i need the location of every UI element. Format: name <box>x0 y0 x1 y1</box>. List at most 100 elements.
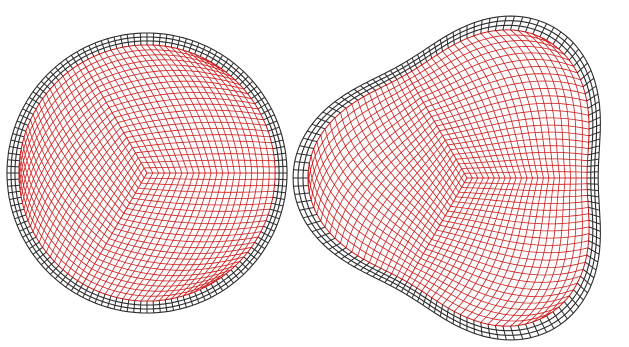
interior-mesh-line <box>415 46 565 89</box>
boundary-layer-spoke <box>40 80 51 90</box>
boundary-layer-spoke <box>378 75 387 86</box>
boundary-layer-spoke <box>247 251 258 260</box>
boundary-layer-spoke <box>210 51 218 63</box>
boundary-layer-spoke <box>417 54 423 66</box>
boundary-layer-spoke <box>502 325 507 340</box>
boundary-layer-spoke <box>269 133 282 138</box>
interior-mesh-line <box>103 80 244 98</box>
interior-mesh-line <box>176 172 241 298</box>
interior-mesh-line <box>94 64 232 83</box>
interior-mesh-line <box>426 177 490 295</box>
boundary-layer-spoke <box>260 108 272 115</box>
boundary-layer-spoke <box>239 76 249 85</box>
boundary-layer-spoke <box>176 36 181 49</box>
interior-mesh-line <box>445 124 590 141</box>
interior-mesh-line <box>58 80 133 199</box>
boundary-layer-spoke <box>576 282 588 294</box>
boundary-layer-spoke <box>9 196 22 200</box>
interior-mesh-line <box>453 145 589 155</box>
interior-mesh-line <box>72 68 142 184</box>
interior-mesh-line <box>495 30 550 179</box>
boundary-layer-spoke <box>230 269 240 280</box>
interior-mesh-line <box>447 131 589 146</box>
boundary-layer-spoke <box>588 145 600 150</box>
boundary-layer-spoke <box>82 286 89 298</box>
interior-mesh-line <box>502 177 555 327</box>
boundary-layer-spoke <box>580 275 592 286</box>
boundary-layer-spoke <box>7 165 20 168</box>
boundary-layer-spoke <box>139 33 142 46</box>
interior-mesh-line <box>138 153 274 159</box>
boundary-layer-spoke <box>82 48 89 60</box>
boundary-layer-spoke <box>328 106 341 114</box>
boundary-layer-spoke <box>411 57 418 69</box>
boundary-layer-spoke <box>588 109 601 116</box>
boundary-layer-spoke <box>60 273 69 284</box>
boundary-layer-spoke <box>88 289 95 301</box>
interior-mesh-line <box>199 56 264 174</box>
interior-mesh-line <box>411 177 473 286</box>
boundary-layer-spoke <box>395 278 403 289</box>
boundary-layer-spoke <box>267 126 280 132</box>
boundary-layer-spoke <box>406 284 413 296</box>
boundary-layer-spoke <box>152 300 155 313</box>
boundary-layer-spoke <box>428 46 433 59</box>
boundary-layer-spoke <box>459 28 461 42</box>
boundary-layer-spoke <box>54 269 64 280</box>
boundary-layer-spoke <box>360 262 370 271</box>
boundary-layer-spoke <box>558 36 568 50</box>
boundary-layer-spoke <box>433 301 438 313</box>
boundary-layer-spoke <box>525 323 532 338</box>
interior-mesh-line <box>442 117 589 136</box>
interior-mesh-line <box>114 103 258 118</box>
interior-mesh-line <box>132 140 272 149</box>
boundary-layer-spoke <box>587 189 599 192</box>
interior-mesh-line <box>466 177 528 318</box>
boundary-layer-spoke <box>563 42 574 55</box>
boundary-layer-spoke <box>317 117 331 124</box>
boundary-layer-spoke <box>494 325 499 340</box>
interior-mesh-line <box>460 177 522 315</box>
interior-mesh-line <box>456 151 588 160</box>
boundary-layer-spoke <box>366 82 376 91</box>
boundary-layer-spoke <box>584 261 597 271</box>
interior-mesh-line <box>129 134 270 144</box>
boundary-layer-spoke <box>517 16 524 31</box>
interior-mesh-line <box>473 177 533 321</box>
boundary-layer-spoke <box>502 16 507 31</box>
interior-mesh-line <box>123 121 266 134</box>
interior-mesh-line <box>409 34 554 80</box>
interior-mesh-line <box>23 136 101 255</box>
boundary-layer-spoke <box>126 34 130 47</box>
boundary-layer-spoke <box>25 236 37 244</box>
boundary-layer-spoke <box>243 256 254 266</box>
boundary-layer-spoke <box>587 152 600 156</box>
boundary-layer-spoke <box>257 102 269 110</box>
interior-mesh-line <box>439 110 589 132</box>
interior-mesh-line <box>109 92 252 108</box>
boundary-layer-spoke <box>576 62 588 74</box>
boundary-layer-spoke <box>389 70 398 80</box>
interior-mesh-line <box>140 172 206 302</box>
boundary-layer-spoke <box>473 320 475 334</box>
interior-mesh-line <box>38 103 119 224</box>
boundary-layer-spoke <box>225 273 234 284</box>
interior-mesh-line <box>45 93 124 214</box>
boundary-layer-spoke <box>263 225 275 232</box>
boundary-layer-spoke <box>272 146 285 150</box>
boundary-layer-spoke <box>389 276 398 286</box>
boundary-layer-spoke <box>587 101 600 109</box>
boundary-layer-spoke <box>400 64 408 75</box>
interior-mesh-line <box>93 172 159 290</box>
boundary-layer-spoke <box>563 301 574 314</box>
interior-mesh-line <box>30 119 110 239</box>
interior-mesh-line <box>448 177 511 309</box>
boundary-layer-spoke <box>417 290 423 302</box>
interior-mesh-line <box>436 102 588 127</box>
interior-mesh-line <box>396 79 462 188</box>
boundary-layer-spoke <box>12 208 25 213</box>
interior-mesh-line <box>158 172 224 301</box>
interior-mesh-line <box>35 108 116 229</box>
interior-mesh-line <box>340 112 435 235</box>
